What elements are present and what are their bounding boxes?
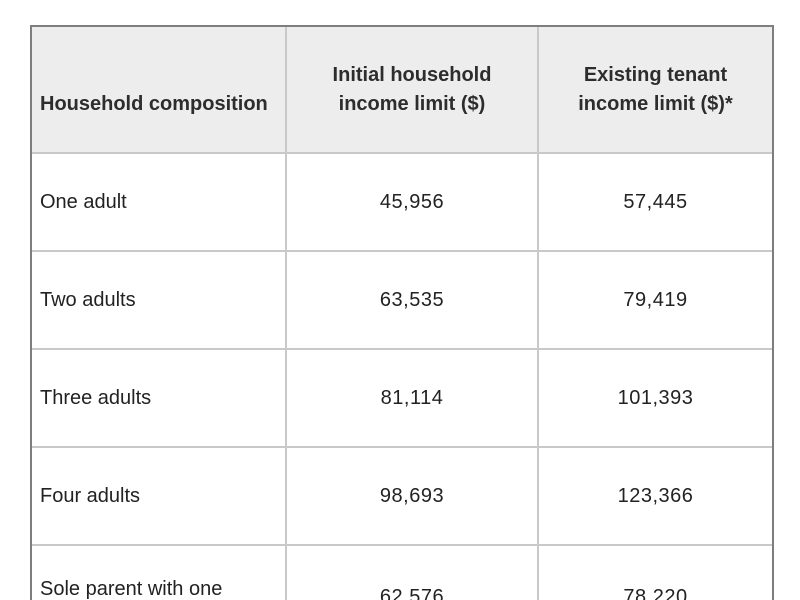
table-row-existing-value: 57,445 xyxy=(537,152,772,250)
table-row-initial-value: 81,114 xyxy=(285,348,537,446)
row-label: Two adults xyxy=(40,288,136,311)
initial-value: 98,693 xyxy=(379,484,445,507)
header-existing-line1: Existing tenant xyxy=(583,64,728,86)
header-label-existing-limit: Existing tenant income limit ($)* xyxy=(578,61,732,119)
row-label: Three adults xyxy=(40,386,152,409)
table-row-existing-value: 79,419 xyxy=(537,250,772,348)
initial-value: 62,576 xyxy=(379,586,445,600)
header-cell-composition: Household composition xyxy=(32,27,285,152)
header-label-initial-limit: Initial household income limit ($) xyxy=(333,61,492,119)
header-cell-existing-limit: Existing tenant income limit ($)* xyxy=(537,27,772,152)
header-initial-line2: income limit ($) xyxy=(338,93,486,115)
header-existing-line2: income limit ($)* xyxy=(578,93,733,115)
row-label: One adult xyxy=(40,190,127,213)
table-row-existing-value: 78,220 xyxy=(537,544,772,600)
table-row-existing-value: 101,393 xyxy=(537,348,772,446)
header-label-composition: Household composition xyxy=(40,93,268,115)
initial-value: 63,535 xyxy=(379,288,445,311)
initial-value: 45,956 xyxy=(379,190,445,213)
existing-value: 123,366 xyxy=(617,484,694,507)
header-initial-line1: Initial household xyxy=(332,64,492,86)
existing-value: 78,220 xyxy=(623,586,688,600)
table-row-initial-value: 98,693 xyxy=(285,446,537,544)
table-row-initial-value: 63,535 xyxy=(285,250,537,348)
header-cell-initial-limit: Initial household income limit ($) xyxy=(285,27,537,152)
table-row-label: Sole parent with one xyxy=(32,544,285,600)
existing-value: 101,393 xyxy=(617,386,694,409)
table-row-label: Three adults xyxy=(32,348,285,446)
existing-value: 57,445 xyxy=(623,190,688,213)
table-row-existing-value: 123,366 xyxy=(537,446,772,544)
table-grid: Household composition Initial household … xyxy=(32,27,772,600)
table-row-label: Two adults xyxy=(32,250,285,348)
table-row-label: Four adults xyxy=(32,446,285,544)
table-row-label: One adult xyxy=(32,152,285,250)
row-label: Four adults xyxy=(40,484,141,507)
existing-value: 79,419 xyxy=(623,288,688,311)
row-label: Sole parent with one xyxy=(40,578,223,600)
initial-value: 81,114 xyxy=(380,386,444,409)
income-limits-table: Household composition Initial household … xyxy=(30,25,774,600)
table-row-initial-value: 45,956 xyxy=(285,152,537,250)
table-row-initial-value: 62,576 xyxy=(285,544,537,600)
